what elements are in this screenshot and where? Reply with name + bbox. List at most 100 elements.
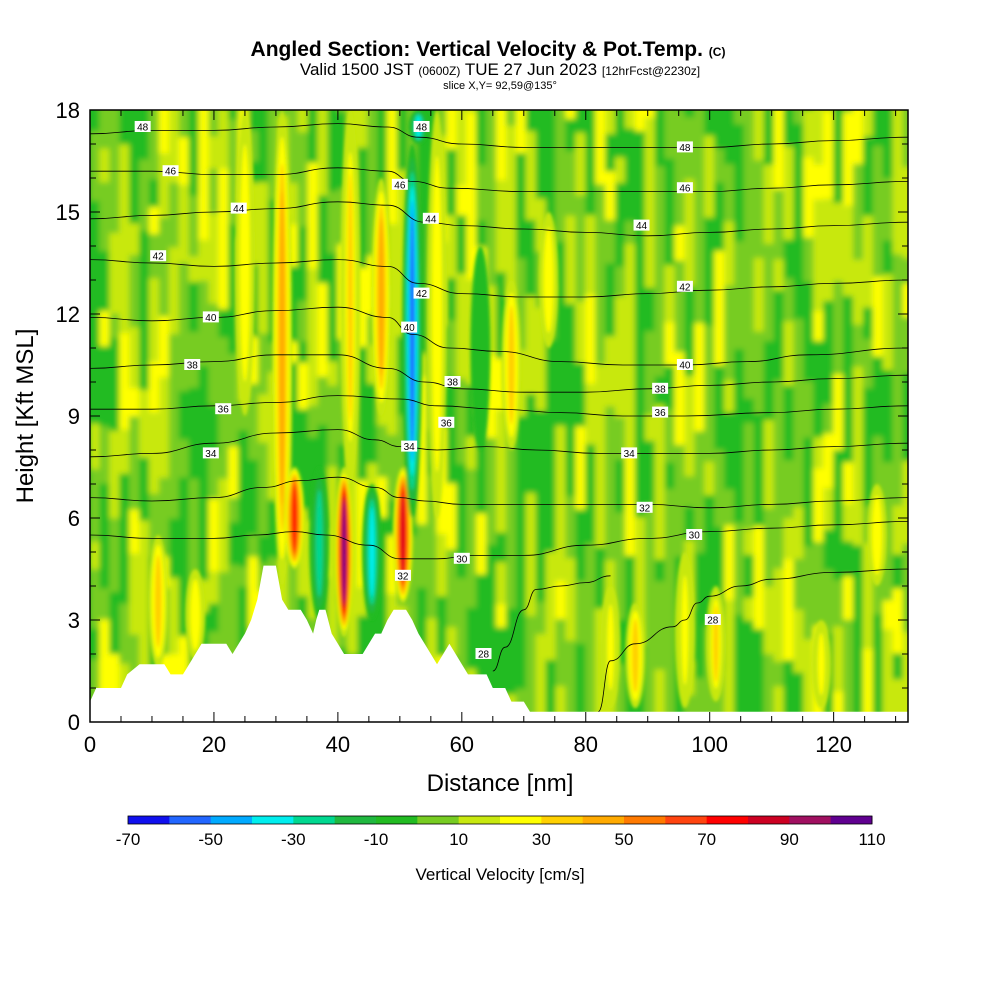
texture-cell xyxy=(615,511,626,620)
texture-cell xyxy=(456,184,468,216)
texture-cell xyxy=(109,397,121,431)
texture-cell xyxy=(694,322,706,432)
texture-cell xyxy=(188,255,200,283)
texture-cell xyxy=(763,340,775,376)
velocity-level xyxy=(607,604,614,691)
texture-cell xyxy=(882,239,894,275)
texture-cell xyxy=(793,122,805,219)
contour-label: 34 xyxy=(401,440,418,453)
texture-cell xyxy=(813,436,825,469)
texture-cell xyxy=(694,605,706,679)
texture-cell xyxy=(198,279,210,366)
texture-cell xyxy=(317,282,329,377)
texture-cell xyxy=(446,319,458,378)
texture-cell xyxy=(188,450,200,479)
texture-cell xyxy=(733,424,745,490)
colorbar-frame xyxy=(127,815,873,825)
contour-labels: 48 46 44 42 40 38 36 34 48 46 44 42 40 38 36 34 32 30 28 48… xyxy=(134,121,721,661)
texture-cell xyxy=(733,521,745,615)
contour-label: 38 xyxy=(652,382,669,395)
texture-cell xyxy=(664,408,676,463)
isentrope-48 xyxy=(90,123,908,148)
texture-cell xyxy=(99,425,111,484)
texture-cell xyxy=(456,576,468,601)
texture-cell xyxy=(287,361,299,429)
texture-cell xyxy=(862,387,874,483)
texture-cell xyxy=(882,369,894,431)
updraft-cell xyxy=(538,212,559,348)
texture-cell xyxy=(684,374,696,477)
texture-cell xyxy=(129,487,141,510)
texture-cell xyxy=(218,602,230,674)
contour-label: 42 xyxy=(150,250,167,263)
texture-cell xyxy=(545,433,557,480)
texture-cell xyxy=(505,407,517,508)
texture-cell xyxy=(624,220,636,244)
colorbar-swatch xyxy=(458,816,501,824)
contour-label-box xyxy=(202,447,219,459)
texture-cell xyxy=(406,534,418,627)
texture-cell xyxy=(148,141,160,180)
texture-cell xyxy=(833,201,845,281)
texture-cell xyxy=(525,614,537,722)
texture-cell xyxy=(218,477,230,573)
texture-cell xyxy=(843,618,854,703)
texture-cell xyxy=(505,124,517,227)
texture-cell xyxy=(763,507,775,587)
texture-cell xyxy=(258,470,269,503)
colorbar-tick-label: 110 xyxy=(858,830,885,849)
texture-cell xyxy=(525,110,537,132)
texture-cell xyxy=(267,110,279,180)
texture-cell xyxy=(515,257,527,351)
texture-cell xyxy=(644,554,656,641)
texture-cell xyxy=(595,285,607,365)
texture-cell xyxy=(793,217,805,247)
texture-cell xyxy=(714,448,726,527)
texture-cell xyxy=(624,110,636,129)
colorbar-swatch xyxy=(417,816,460,824)
texture-cell xyxy=(178,635,190,699)
texture-cell xyxy=(714,364,726,416)
texture-cell xyxy=(773,543,785,569)
texture-cell xyxy=(466,384,478,437)
texture-cell xyxy=(396,367,408,416)
x-tick-label: 100 xyxy=(691,732,728,757)
texture-cell xyxy=(307,121,319,163)
texture-cell xyxy=(357,115,369,148)
texture-cell xyxy=(743,528,755,555)
texture-cell xyxy=(724,220,735,286)
texture-cell xyxy=(644,110,656,118)
texture-cell xyxy=(654,110,666,167)
texture-cell xyxy=(733,488,745,523)
texture-cell xyxy=(456,214,468,274)
isentrope-40 xyxy=(90,306,908,366)
texture-cell xyxy=(664,461,676,489)
texture-cell xyxy=(664,586,676,666)
texture-cell xyxy=(168,517,180,578)
texture-cell xyxy=(466,606,478,669)
texture-cell xyxy=(297,408,309,432)
texture-cell xyxy=(634,367,646,392)
texture-cell xyxy=(258,501,269,536)
colorbar-swatch xyxy=(169,816,212,824)
isentrope-28 xyxy=(597,568,908,713)
texture-cell xyxy=(99,618,111,722)
texture-cell xyxy=(565,333,577,433)
texture-cell xyxy=(139,293,150,390)
texture-cell xyxy=(129,387,141,417)
texture-cell xyxy=(287,110,299,184)
texture-cell xyxy=(466,435,478,470)
colorbar-tick-label: -50 xyxy=(198,830,223,849)
texture-cell xyxy=(238,401,250,431)
texture-cell xyxy=(248,382,260,460)
texture-cell xyxy=(90,279,101,346)
texture-cell xyxy=(724,524,735,600)
colorbar-tick-label: -70 xyxy=(116,830,141,849)
contour-label: 30 xyxy=(453,552,470,565)
texture-cell xyxy=(852,402,864,459)
texture-cell xyxy=(347,576,359,655)
contour-label-text: 36 xyxy=(655,408,667,419)
texture-cell xyxy=(882,461,894,504)
texture-cell xyxy=(843,575,854,620)
texture-cell xyxy=(307,110,319,123)
